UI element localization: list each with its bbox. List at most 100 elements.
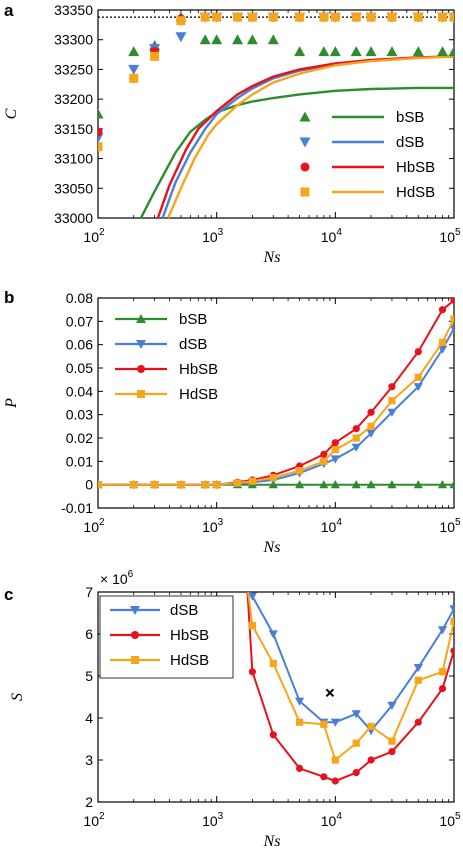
y-tick-label: 33350: [54, 2, 93, 18]
x-tick-label: 103: [202, 227, 224, 245]
point-dSB: [387, 408, 397, 417]
legend-marker-dSB: [299, 137, 311, 148]
point-HbSB: [98, 127, 103, 137]
point-bSB: [294, 46, 306, 57]
y-tick-label: 7: [85, 584, 93, 600]
legend-label-dSB: dSB: [396, 134, 424, 151]
point-HdSB: [295, 12, 305, 22]
point-HbSB: [388, 383, 396, 391]
point-bSB: [365, 46, 377, 57]
point-dSB: [366, 429, 376, 438]
x-axis-label: Ns: [263, 249, 281, 266]
point-bSB: [318, 46, 330, 57]
legend-label-dSB: dSB: [170, 602, 198, 619]
point-HbSB: [414, 718, 422, 726]
line-HdSB: [166, 55, 454, 219]
point-HbSB: [450, 298, 454, 304]
point-dSB: [437, 345, 448, 354]
point-dSB: [295, 697, 305, 706]
point-bSB: [329, 46, 341, 57]
point-dSB: [351, 710, 361, 719]
legend-marker-HdSB: [300, 187, 310, 197]
x-tick-label: 103: [202, 811, 224, 829]
point-HdSB: [213, 481, 221, 489]
point-bSB: [267, 34, 279, 45]
point-bSB: [98, 108, 104, 119]
point-dSB: [413, 664, 423, 673]
point-bSB: [199, 34, 211, 45]
legend-label-HbSB: HbSB: [396, 159, 435, 176]
series-line-HdSB: [247, 592, 454, 762]
legend-marker-HbSB: [300, 162, 310, 172]
legend-label-HdSB: HdSB: [179, 386, 218, 403]
point-HdSB: [438, 338, 447, 346]
y-tick-label: 0.02: [66, 430, 93, 446]
point-dSB: [175, 32, 187, 43]
point-HdSB: [319, 12, 329, 22]
point-dSB: [387, 701, 397, 710]
x-axis-label: Ns: [263, 833, 281, 850]
plot-area: [98, 11, 454, 219]
point-HbSB: [331, 777, 339, 785]
point-HdSB: [366, 12, 376, 22]
point-HbSB: [269, 731, 277, 739]
point-HbSB: [438, 306, 447, 314]
point-HdSB: [151, 481, 159, 489]
legend-marker-bSB: [299, 111, 311, 122]
panel-letter-c: c: [4, 585, 13, 604]
point-bSB: [366, 480, 376, 489]
point-HdSB: [233, 479, 242, 487]
point-bSB: [211, 34, 223, 45]
point-bSB: [350, 46, 362, 57]
point-HdSB: [176, 16, 186, 26]
legend-label-HbSB: HbSB: [170, 627, 209, 644]
point-HbSB: [450, 647, 454, 655]
point-bSB: [351, 480, 361, 489]
x-tick-label: 105: [439, 811, 461, 829]
point-HdSB: [438, 668, 447, 676]
point-bSB: [387, 480, 397, 489]
point-HdSB: [331, 446, 339, 454]
legend-marker-HdSB: [137, 390, 145, 398]
legend-label-bSB: bSB: [179, 311, 207, 328]
legend-label-HdSB: HdSB: [396, 184, 435, 201]
y-tick-label: 33300: [54, 32, 93, 48]
y-tick-label: 0.07: [66, 313, 93, 329]
series-line-HdSB: [98, 318, 454, 486]
point-HdSB: [248, 622, 256, 630]
point-HdSB: [352, 739, 360, 747]
point-HdSB: [352, 434, 360, 442]
point-HdSB: [177, 481, 185, 489]
point-HbSB: [367, 408, 375, 416]
point-HdSB: [200, 12, 210, 22]
point-HdSB: [201, 481, 209, 489]
x-axis-label: Ns: [263, 539, 281, 556]
point-HdSB: [388, 737, 396, 745]
point-HdSB: [320, 720, 328, 728]
point-bSB: [448, 46, 454, 57]
point-HdSB: [450, 315, 454, 323]
point-bSB: [413, 480, 423, 489]
legend-marker-HbSB: [137, 365, 145, 373]
y-tick-label: 0.06: [66, 337, 93, 353]
legend: bSB dSB HbSB HdSB: [299, 109, 435, 201]
point-bSB: [437, 46, 448, 57]
y-tick-label: 0.08: [66, 290, 93, 306]
point-HbSB: [331, 439, 339, 447]
y-axis-label: S: [9, 693, 26, 701]
y-tick-label: 33050: [54, 180, 93, 196]
legend-label-HbSB: HbSB: [179, 361, 218, 378]
point-HbSB: [320, 773, 328, 781]
legend-label-dSB: dSB: [179, 336, 207, 353]
y-tick-label: -0.01: [61, 500, 93, 516]
point-HdSB: [243, 580, 250, 587]
point-HdSB: [414, 373, 422, 381]
point-dSB: [351, 443, 361, 452]
point-HbSB: [438, 685, 447, 693]
x-tick-label: 104: [321, 227, 343, 245]
point-bSB: [232, 34, 244, 45]
point-HbSB: [243, 580, 250, 587]
legend-marker-HdSB: [131, 656, 139, 664]
line-bSB: [139, 86, 454, 219]
